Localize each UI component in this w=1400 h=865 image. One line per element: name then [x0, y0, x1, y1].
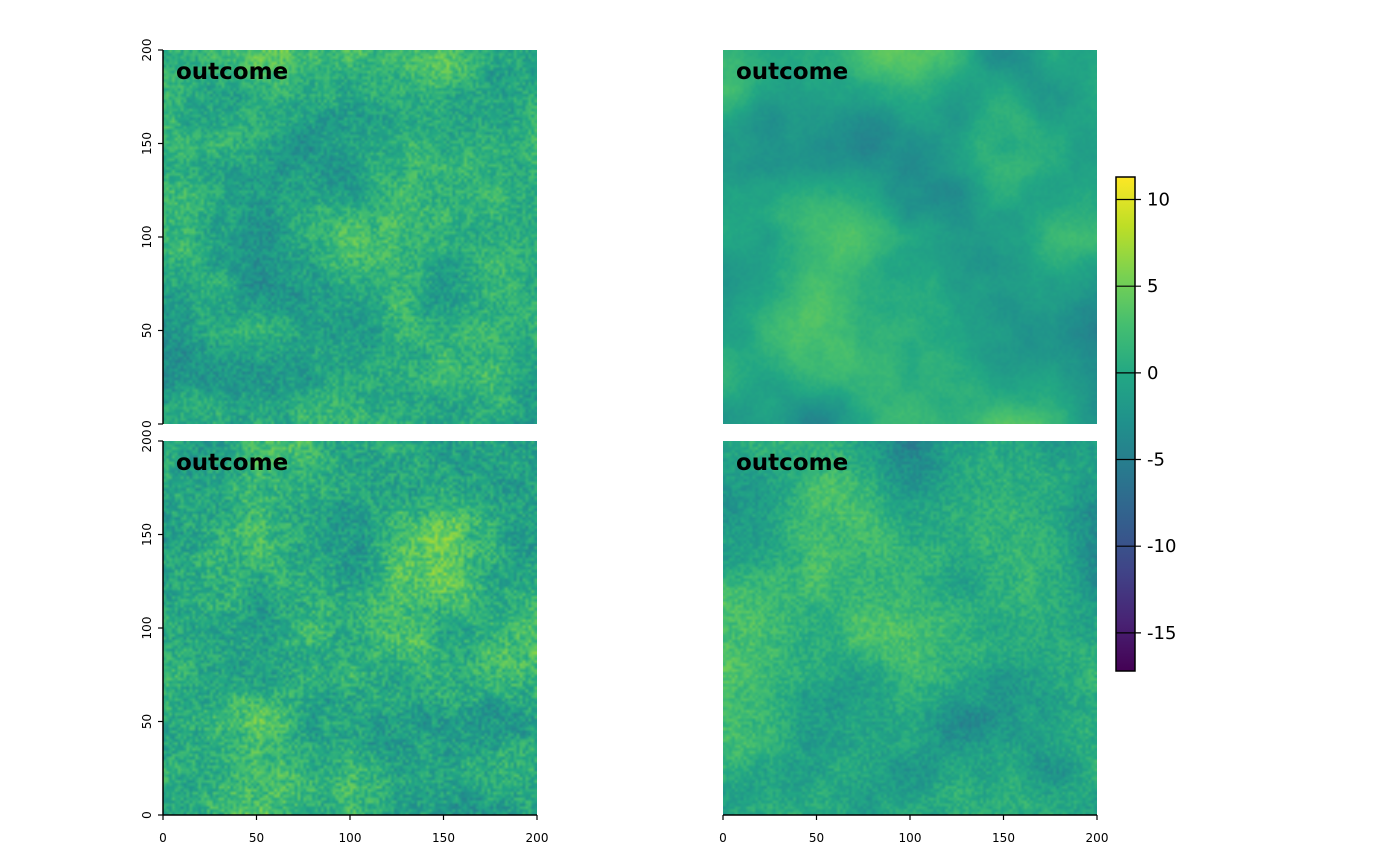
x-tick-label: 200: [1086, 831, 1109, 845]
panels: outcome 0 50 100 150 200 outcome outcome 0 50 100 1…: [140, 39, 1108, 845]
x-tick-label: 50: [809, 831, 824, 845]
colorbar-tick-label: 0: [1147, 363, 1158, 384]
panel-title: outcome: [736, 450, 848, 476]
y-tick-label: 100: [140, 226, 154, 249]
x-tick-label: 200: [526, 831, 549, 845]
panel-title: outcome: [176, 450, 288, 476]
x-tick-label: 100: [339, 831, 362, 845]
y-tick-label: 200: [140, 430, 154, 453]
panel-title: outcome: [736, 59, 848, 85]
colorbar-tick-label: 5: [1147, 276, 1158, 297]
colorbar-legend: 10 5 0 -5 -10 -15: [1115, 176, 1176, 672]
heatmap-raster: [723, 441, 1097, 815]
panel-1: outcome 0 50 100 150 200: [140, 39, 537, 428]
heatmap-raster: [163, 441, 537, 815]
y-tick-label: 200: [140, 39, 154, 62]
colorbar-tick-label: 10: [1147, 190, 1170, 211]
x-tick-label: 50: [249, 831, 264, 845]
y-tick-label: 100: [140, 617, 154, 640]
y-tick-label: 50: [140, 714, 154, 729]
x-tick-label: 0: [159, 831, 167, 845]
colorbar-tick-label: -15: [1147, 623, 1176, 644]
heatmap-raster: [723, 50, 1097, 424]
colorbar: [1115, 176, 1136, 672]
y-tick-label: 50: [140, 323, 154, 338]
y-tick-label: 150: [140, 132, 154, 155]
x-axis: 0 50 100 150 200: [159, 814, 549, 845]
heatmap-raster: [163, 50, 537, 424]
panel-2: outcome: [723, 50, 1097, 424]
x-tick-label: 0: [719, 831, 727, 845]
x-tick-label: 150: [992, 831, 1015, 845]
y-tick-label: 150: [140, 523, 154, 546]
y-axis: 0 50 100 150 200: [140, 430, 164, 819]
panel-3: outcome 0 50 100 150 200 0 50 100 150 200: [140, 430, 548, 845]
y-axis: 0 50 100 150 200: [140, 39, 164, 428]
colorbar-tick-label: -10: [1147, 536, 1176, 557]
x-axis: 0 50 100 150 200: [719, 814, 1109, 845]
y-tick-label: 0: [140, 811, 154, 819]
panel-title: outcome: [176, 59, 288, 85]
y-tick-label: 0: [140, 420, 154, 428]
colorbar-tick-label: -5: [1147, 450, 1165, 471]
panel-4: outcome 0 50 100 150 200: [719, 441, 1108, 845]
x-tick-label: 150: [432, 831, 455, 845]
x-tick-label: 100: [899, 831, 922, 845]
